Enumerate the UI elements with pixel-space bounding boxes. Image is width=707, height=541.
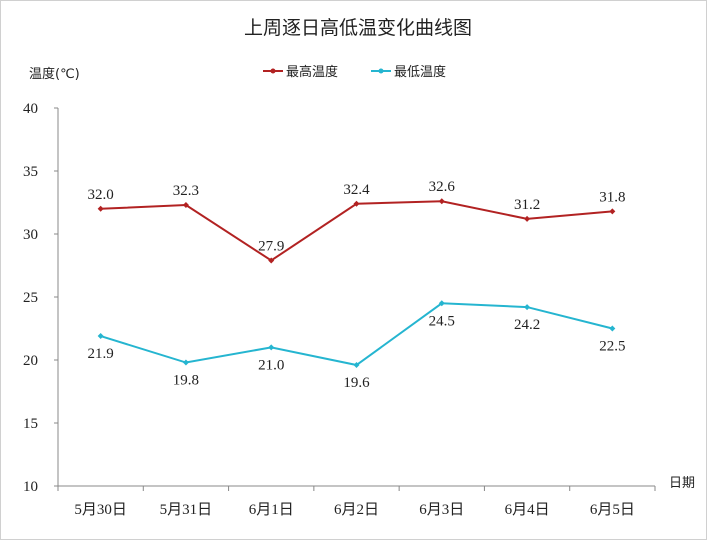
data-point: [524, 304, 531, 311]
data-label: 31.8: [599, 189, 625, 205]
data-point: [182, 202, 189, 209]
y-tick-label: 40: [23, 101, 38, 117]
data-label: 31.2: [514, 197, 540, 213]
y-tick-label: 15: [23, 416, 38, 432]
y-tick-label: 30: [23, 227, 38, 243]
data-label: 32.3: [173, 183, 199, 199]
data-label: 27.9: [258, 238, 284, 254]
data-point: [268, 257, 275, 264]
y-tick-label: 25: [23, 290, 38, 306]
x-tick-label: 5月30日: [74, 502, 127, 518]
x-tick-label: 6月3日: [419, 502, 464, 518]
x-tick-label: 6月1日: [249, 502, 294, 518]
data-label: 21.0: [258, 357, 284, 373]
legend-label-0: 最高温度: [286, 64, 338, 80]
data-label: 24.5: [429, 313, 455, 329]
y-tick-label: 20: [23, 353, 38, 369]
legend-label-1: 最低温度: [394, 64, 446, 80]
data-label: 32.4: [343, 182, 370, 198]
legend-dot-1: [378, 68, 384, 74]
data-point: [97, 205, 104, 212]
x-tick-label: 6月2日: [334, 502, 379, 518]
data-point: [353, 200, 360, 207]
data-point: [182, 359, 189, 366]
x-axis-label: 日期: [669, 476, 695, 491]
y-tick-label: 10: [23, 479, 38, 495]
data-label: 32.6: [429, 179, 456, 195]
data-label: 19.8: [173, 373, 199, 389]
series-line-1: [100, 302, 613, 367]
series-group: 32.0 32.3 27.9 32.4 32.6 31.2 31.8 21.9 19.8 21.0…: [88, 179, 626, 391]
y-tick-label: 35: [23, 164, 38, 180]
x-tick-label: 5月31日: [160, 502, 213, 518]
data-point: [609, 325, 616, 332]
axes: 10 15 20 25 30 35 40 5月30日 5月31日 6月1日 6月2日 6月3日 6月4日…: [23, 101, 656, 518]
data-label: 24.2: [514, 317, 540, 333]
legend-dot-0: [270, 68, 276, 74]
data-label: 32.0: [88, 187, 114, 203]
data-point: [438, 198, 445, 205]
chart-title: 上周逐日高低温变化曲线图: [244, 17, 472, 39]
x-tick-label: 6月5日: [590, 502, 635, 518]
y-axis-label: 温度(℃): [29, 66, 80, 82]
data-point: [438, 300, 445, 307]
data-label: 19.6: [343, 375, 370, 391]
data-point: [524, 215, 531, 222]
data-point: [97, 333, 104, 340]
x-tick-label: 6月4日: [505, 502, 550, 518]
data-label: 22.5: [599, 339, 625, 355]
data-label: 21.9: [88, 346, 114, 362]
legend: 最高温度 最低温度: [263, 64, 446, 80]
data-point: [353, 362, 360, 369]
data-point: [609, 208, 616, 215]
data-point: [268, 344, 275, 351]
